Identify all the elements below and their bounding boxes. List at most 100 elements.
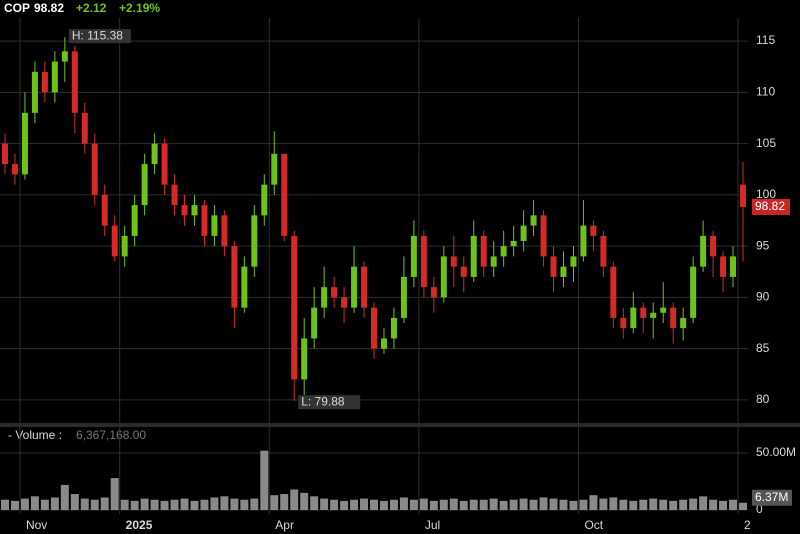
volume-bar xyxy=(320,498,329,510)
candle-body xyxy=(351,266,358,308)
volume-bar xyxy=(10,500,19,510)
volume-bar xyxy=(569,500,578,510)
candle-body xyxy=(331,287,338,298)
volume-bar xyxy=(310,496,319,510)
volume-bar xyxy=(40,499,49,510)
volume-last-tag xyxy=(752,489,792,506)
candle-body xyxy=(161,143,168,185)
volume-bar xyxy=(739,502,748,510)
candle-body xyxy=(141,164,148,206)
candle-body xyxy=(71,51,78,113)
candle-body xyxy=(181,205,188,216)
high-annotation-bg xyxy=(68,29,131,44)
candle-body xyxy=(530,215,537,226)
volume-bar xyxy=(370,499,378,510)
volume-bar xyxy=(80,498,89,510)
volume-bar xyxy=(230,498,239,510)
volume-bar xyxy=(280,494,289,510)
volume-bar xyxy=(539,497,548,510)
price-change: +2.12 xyxy=(76,1,107,15)
candle-body xyxy=(341,297,348,308)
candle-body xyxy=(41,71,48,93)
volume-bar xyxy=(210,497,219,510)
candle-body xyxy=(390,317,397,339)
candle-body xyxy=(440,256,447,298)
candle-body xyxy=(730,256,737,277)
volume-bar xyxy=(519,498,528,510)
candle-body xyxy=(121,235,128,257)
candle-body xyxy=(710,235,717,257)
candle-body xyxy=(251,215,258,267)
volume-last-label: 6.37M xyxy=(755,490,788,504)
volume-bar xyxy=(679,499,688,510)
volume-bar xyxy=(669,500,678,510)
volume-tick-label: 50.00M xyxy=(756,445,796,459)
y-tick-label: 95 xyxy=(756,238,770,252)
candle-body xyxy=(480,235,487,267)
volume-title: - Volume : xyxy=(8,428,62,442)
candle-body xyxy=(690,266,697,318)
candle-body xyxy=(151,143,158,165)
volume-bar xyxy=(180,498,189,510)
candle-body xyxy=(81,112,88,144)
x-tick-label: Nov xyxy=(26,518,47,532)
last-price-label: 98.82 xyxy=(755,199,785,213)
volume-bar xyxy=(689,498,698,510)
candle-body xyxy=(520,225,527,242)
panel-divider xyxy=(0,423,800,427)
candle-body xyxy=(380,338,387,349)
volume-bar xyxy=(499,500,508,510)
y-tick-label: 110 xyxy=(756,85,775,99)
candle-body xyxy=(301,338,308,380)
volume-bar xyxy=(110,478,119,510)
volume-bar xyxy=(639,499,648,510)
candle-body xyxy=(31,71,38,113)
volume-bar xyxy=(90,499,99,510)
x-tick-label: Jul xyxy=(425,518,440,532)
candle-body xyxy=(11,164,18,175)
y-tick-label: 105 xyxy=(756,136,776,150)
y-tick-label: 115 xyxy=(756,33,775,47)
price-change-pct: +2.19% xyxy=(119,1,160,15)
candle-body xyxy=(21,112,28,175)
volume-bar xyxy=(160,500,169,510)
volume-bar xyxy=(0,499,9,510)
candle-body xyxy=(570,256,577,267)
volume-bar xyxy=(629,500,638,510)
volume-bar xyxy=(459,500,468,510)
volume-bar xyxy=(379,500,388,510)
candle-body xyxy=(291,235,298,380)
volume-bar xyxy=(250,498,259,510)
volume-bar xyxy=(190,500,199,510)
candle-body xyxy=(191,205,198,216)
volume-bar xyxy=(479,499,488,510)
candle-body xyxy=(660,307,667,313)
volume-bar xyxy=(300,492,309,510)
candle-body xyxy=(271,153,278,185)
volume-bar xyxy=(330,499,339,510)
volume-bar xyxy=(659,499,668,510)
candle-body xyxy=(600,235,607,267)
candle-body xyxy=(321,287,328,308)
volume-bar xyxy=(709,499,718,510)
x-tick-label: 2025 xyxy=(126,518,153,532)
volume-bar xyxy=(220,496,229,510)
volume-bar xyxy=(150,499,159,510)
candle-body xyxy=(450,256,457,267)
low-annotation-bg xyxy=(298,395,361,410)
high-annotation: H: 115.38 xyxy=(72,28,123,42)
candle-body xyxy=(510,241,517,247)
candle-body xyxy=(371,307,377,349)
volume-bar xyxy=(449,498,458,510)
volume-bar xyxy=(409,499,418,510)
last-price-tag xyxy=(752,198,790,215)
candle-body xyxy=(101,194,108,226)
volume-tick-label: 0 xyxy=(756,502,763,516)
volume-bar xyxy=(20,498,29,510)
volume-bar xyxy=(509,499,518,510)
x-tick-label: 2 xyxy=(744,518,751,532)
volume-bar xyxy=(350,499,359,510)
y-tick-label: 90 xyxy=(756,290,770,304)
volume-bar xyxy=(60,484,69,510)
low-annotation: L: 79.88 xyxy=(301,394,345,408)
